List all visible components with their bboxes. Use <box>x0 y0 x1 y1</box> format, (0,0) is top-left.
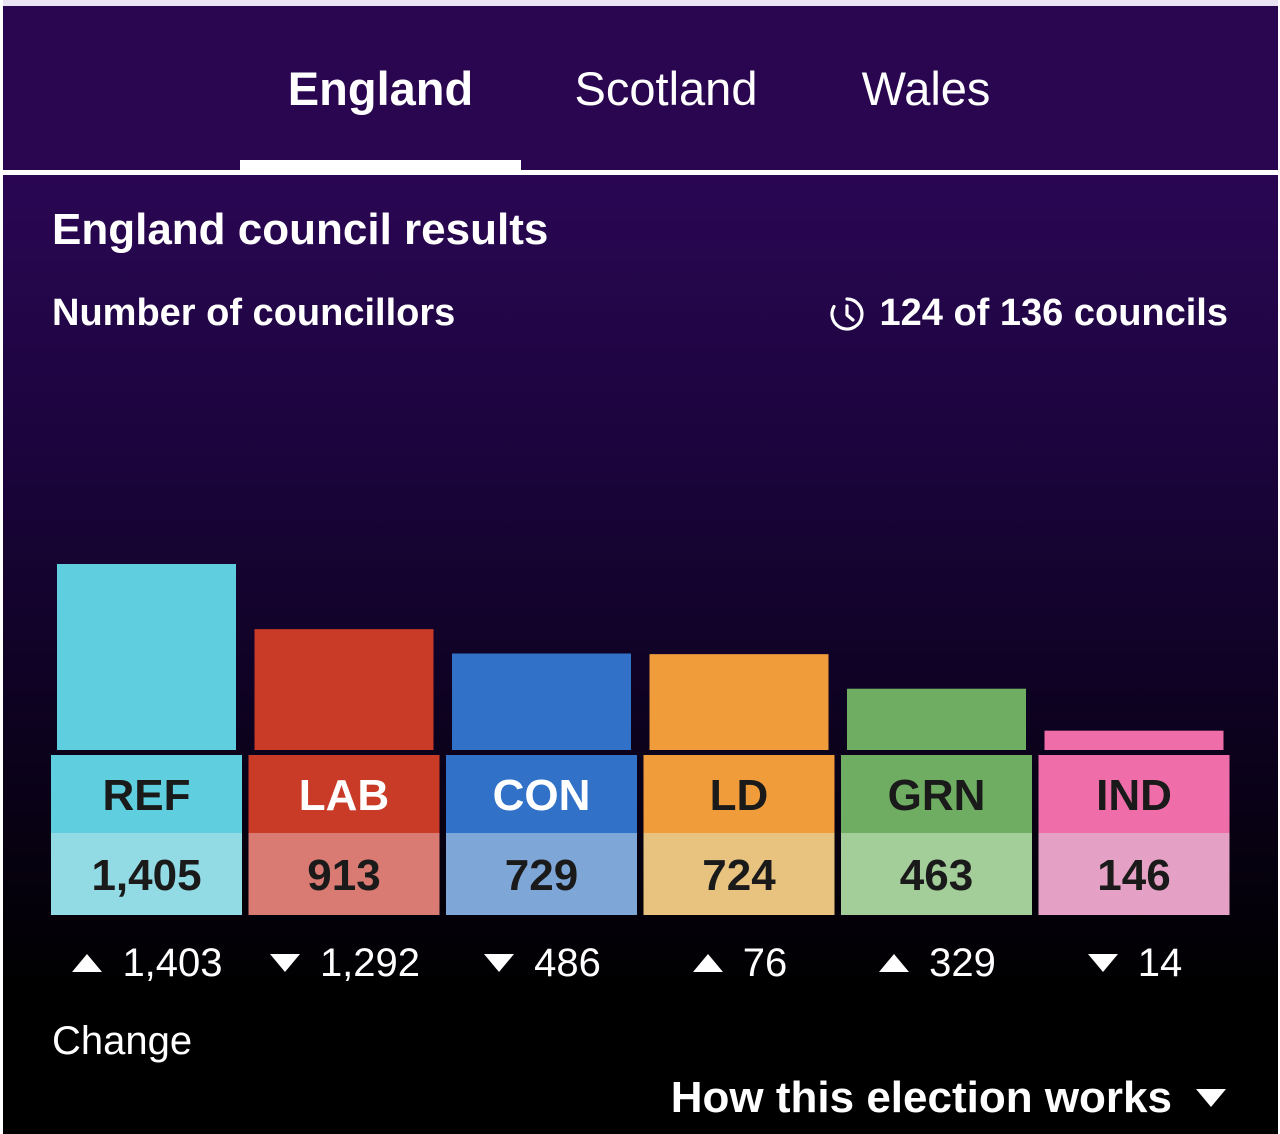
triangle-down-icon <box>269 954 300 972</box>
bar-con <box>452 653 631 750</box>
party-label-box <box>643 755 835 833</box>
party-label-box <box>841 755 1032 833</box>
triangle-down-icon <box>484 954 515 972</box>
change-con: 486 <box>446 935 637 991</box>
party-abbreviation: IND <box>1096 771 1172 820</box>
chart-subtitle: Number of councillors <box>52 292 456 334</box>
party-label-box <box>248 755 440 833</box>
seat-count-label: 146 <box>1097 851 1170 900</box>
active-tab-indicator <box>240 160 521 170</box>
nation-tabs: England Scotland Wales <box>3 6 1278 170</box>
seat-count-label: 463 <box>900 851 973 900</box>
change-value: 329 <box>929 940 996 985</box>
seat-count-box <box>841 833 1032 915</box>
results-panel: England council results Number of counci… <box>3 175 1278 1134</box>
change-grn: 329 <box>841 935 1032 991</box>
tab-england[interactable]: England <box>287 61 474 115</box>
party-abbreviation: LAB <box>299 771 389 820</box>
bar-lab <box>254 629 434 750</box>
panel-title: England council results <box>52 205 549 254</box>
bar-ind <box>1044 730 1224 750</box>
seat-count-label: 729 <box>505 851 578 900</box>
triangle-down-icon <box>1087 954 1118 972</box>
how-election-works-label: How this election works <box>670 1073 1172 1122</box>
change-value: 76 <box>742 940 788 985</box>
seat-count-box <box>643 833 835 915</box>
change-ld: 76 <box>644 935 835 991</box>
top-border <box>3 0 1278 6</box>
seat-count-box <box>1038 833 1230 915</box>
change-value: 1,403 <box>122 940 223 985</box>
change-value: 1,292 <box>319 940 421 985</box>
triangle-up-icon <box>879 954 910 972</box>
party-abbreviation: CON <box>493 771 591 820</box>
seat-count-label: 724 <box>702 851 776 900</box>
seat-count-label: 1,405 <box>91 851 201 900</box>
tab-divider <box>3 170 1278 175</box>
change-value: 486 <box>534 940 601 985</box>
tab-wales[interactable]: Wales <box>861 61 991 115</box>
party-label-box <box>1038 755 1230 833</box>
tab-scotland[interactable]: Scotland <box>574 61 758 115</box>
party-label-box <box>51 755 242 833</box>
how-election-works-link[interactable]: How this election works <box>671 1073 1228 1123</box>
party-abbreviation: REF <box>103 771 191 820</box>
councillors-bar-chart: REF 1,405 LAB 913 CON 729 LD 724 GRN 463 IND 146 <box>51 564 1230 915</box>
triangle-up-icon <box>72 954 103 972</box>
councils-progress-text: 124 of 136 councils <box>879 292 1229 334</box>
results-widget: England Scotland Wales England council r… <box>3 0 1278 1134</box>
change-ref: 1,403 <box>51 935 242 991</box>
seat-count-box <box>248 833 440 915</box>
chevron-down-icon <box>1196 1089 1226 1107</box>
bar-ref <box>57 564 236 750</box>
seat-count-box <box>51 833 242 915</box>
councils-progress: 124 of 136 councils <box>828 292 1229 335</box>
change-lab: 1,292 <box>249 935 440 991</box>
party-abbreviation: LD <box>710 771 769 820</box>
change-row: 1,403 1,292 486 76 329 14 <box>3 935 1278 991</box>
change-value: 14 <box>1137 940 1183 985</box>
seat-count-box <box>446 833 637 915</box>
party-label-box <box>446 755 637 833</box>
seat-count-label: 913 <box>307 851 380 900</box>
change-caption: Change <box>52 1019 193 1063</box>
triangle-up-icon <box>692 954 723 972</box>
bar-grn <box>847 688 1026 750</box>
party-abbreviation: GRN <box>888 771 986 820</box>
change-ind: 14 <box>1039 935 1230 991</box>
clock-icon <box>829 296 864 331</box>
bar-ld <box>649 654 829 750</box>
